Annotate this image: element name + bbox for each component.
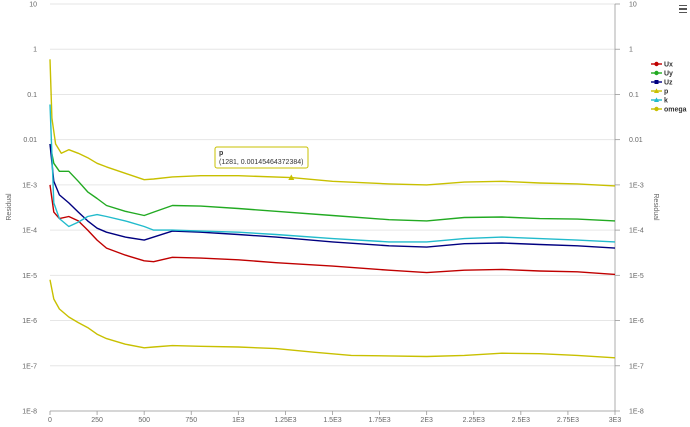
grid-lines [50, 3, 615, 412]
tooltip-series-label: p [219, 150, 223, 157]
legend-marker-p [654, 88, 659, 93]
y-tick-label-left: 1E-4 [22, 228, 37, 235]
series-line-p [49, 59, 616, 187]
legend-label-omega: omega [664, 107, 687, 114]
data-tooltip: p (1281, 0.00145464372384) [214, 146, 309, 180]
series-layer [49, 59, 616, 359]
y-tick-label-left: 1E-7 [22, 363, 37, 370]
legend-label-uy: Uy [664, 71, 673, 78]
y-tick-label-left: 1E-6 [22, 318, 37, 325]
series-line-uy [49, 143, 616, 222]
x-tick-label: 500 [138, 417, 150, 424]
series-line-omega [49, 279, 616, 359]
x-tick-label: 3E3 [609, 417, 622, 424]
y-tick-label-left: 1E-3 [22, 182, 37, 189]
series-line-uz [49, 143, 616, 249]
y-tick-label-right: 0.1 [629, 92, 639, 99]
y-tick-label-left: 1E-5 [22, 273, 37, 280]
legend-marker-omega [654, 106, 659, 112]
y-tick-label-left: 0.1 [27, 92, 37, 99]
tooltip-value: (1281, 0.00145464372384) [219, 159, 303, 166]
y-tick-label-right: 10 [629, 2, 637, 9]
tooltip-box [214, 146, 309, 169]
x-tick-label: 250 [91, 417, 103, 424]
y-tick-label-left: 10 [29, 2, 37, 9]
legend-marker-k [654, 97, 659, 102]
x-axis: 0 250 500 750 1E3 1.25E3 1.5E3 1.75E3 2E3 2.25E3 2… [48, 410, 622, 424]
y-axis-left: 1E-8 1E-7 1E-6 1E-5 1E-4 1E-3 0.01 0.1 1 10 [22, 2, 37, 416]
x-tick-label: 2.75E3 [557, 417, 579, 424]
y-tick-label-left: 1E-8 [22, 409, 37, 416]
x-tick-label: 0 [48, 417, 52, 424]
y-tick-label-right: 1E-4 [629, 228, 644, 235]
y-axis-right: 1E-8 1E-7 1E-6 1E-5 1E-4 1E-3 0.01 0.1 1 10 [614, 2, 644, 416]
legend-marker-uy [654, 70, 659, 76]
y-axis-title-left: Residual [6, 193, 13, 221]
legend-label-k: k [664, 98, 668, 105]
legend: Ux Uy Uz pk omega [651, 62, 687, 114]
y-tick-label-right: 1E-5 [629, 273, 644, 280]
y-tick-label-left: 1 [33, 47, 37, 54]
series-line-ux [49, 184, 616, 276]
legend-label-p: p [664, 89, 668, 96]
y-tick-label-right: 1 [629, 47, 633, 54]
legend-marker-uz [654, 80, 659, 84]
y-tick-label-right: 1E-6 [629, 318, 644, 325]
legend-label-uz: Uz [664, 80, 673, 87]
legend-marker-ux [654, 61, 659, 67]
x-tick-label: 2.25E3 [463, 417, 485, 424]
series-line-k [49, 104, 616, 243]
x-tick-label: 1.25E3 [274, 417, 296, 424]
hamburger-menu-icon[interactable] [679, 5, 687, 13]
x-tick-label: 1E3 [232, 417, 245, 424]
x-tick-label: 2.5E3 [512, 417, 530, 424]
y-tick-label-left: 0.01 [23, 137, 37, 144]
y-tick-label-right: 1E-8 [629, 409, 644, 416]
x-tick-label: 1.5E3 [323, 417, 341, 424]
y-tick-label-right: 1E-3 [629, 182, 644, 189]
legend-label-ux: Ux [664, 62, 673, 69]
y-axis-title-right: Residual [652, 193, 659, 221]
x-tick-label: 750 [185, 417, 197, 424]
y-tick-label-right: 1E-7 [629, 363, 644, 370]
x-tick-label: 1.75E3 [368, 417, 390, 424]
y-tick-label-right: 0.01 [629, 137, 643, 144]
tooltip-marker [288, 174, 295, 180]
x-tick-label: 2E3 [420, 417, 433, 424]
